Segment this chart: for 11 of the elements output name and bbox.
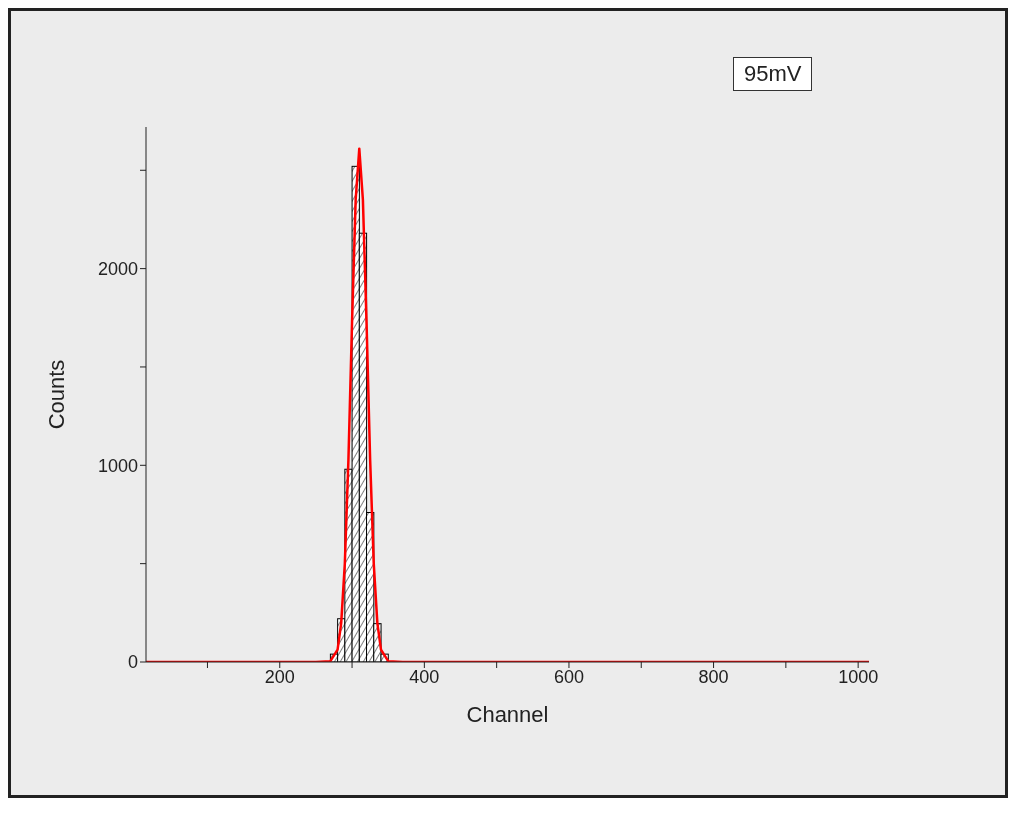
- y-axis-title: Counts: [43, 359, 69, 430]
- y-tick-label: 1000: [97, 455, 138, 476]
- x-tick-label: 1000: [838, 666, 879, 687]
- y-tick-label: 2000: [97, 259, 138, 280]
- text: 95mV: [733, 57, 813, 91]
- x-tick-label: 600: [553, 666, 584, 687]
- x-tick-label: 800: [698, 666, 729, 687]
- x-axis-title: Channel: [466, 702, 549, 727]
- y-tick-label: 0: [127, 652, 138, 673]
- x-tick-label: 200: [264, 666, 295, 687]
- x-tick-label: 400: [409, 666, 440, 687]
